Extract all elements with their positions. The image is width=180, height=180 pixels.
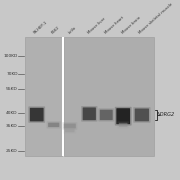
Text: 25KD: 25KD: [6, 149, 18, 153]
FancyBboxPatch shape: [116, 108, 130, 124]
FancyBboxPatch shape: [47, 121, 61, 129]
FancyBboxPatch shape: [115, 107, 132, 126]
Bar: [62, 37, 64, 156]
Text: LoVo: LoVo: [67, 26, 77, 35]
FancyBboxPatch shape: [135, 109, 149, 121]
FancyBboxPatch shape: [64, 127, 76, 134]
Text: 70KD: 70KD: [6, 72, 18, 76]
FancyBboxPatch shape: [81, 106, 97, 122]
Text: Mouse skeletal muscle: Mouse skeletal muscle: [138, 2, 174, 35]
Text: 55KD: 55KD: [6, 87, 18, 91]
FancyBboxPatch shape: [48, 123, 59, 127]
FancyBboxPatch shape: [133, 107, 150, 123]
FancyBboxPatch shape: [100, 110, 113, 120]
FancyBboxPatch shape: [30, 108, 44, 121]
Text: NDRG2: NDRG2: [157, 112, 175, 117]
Text: 35KD: 35KD: [6, 124, 18, 128]
Text: Mouse heart: Mouse heart: [104, 16, 125, 35]
Text: SK-HEP-1: SK-HEP-1: [33, 20, 49, 35]
FancyBboxPatch shape: [64, 123, 76, 128]
Text: 40KD: 40KD: [6, 111, 18, 115]
Text: 100KD: 100KD: [3, 54, 18, 58]
Text: Mouse liver: Mouse liver: [87, 17, 107, 35]
FancyBboxPatch shape: [62, 122, 77, 130]
FancyBboxPatch shape: [98, 108, 114, 122]
FancyBboxPatch shape: [117, 121, 129, 128]
FancyBboxPatch shape: [28, 106, 45, 123]
FancyBboxPatch shape: [119, 123, 128, 127]
Bar: [25, 37, 62, 156]
Text: K562: K562: [50, 25, 60, 35]
Text: Mouse brain: Mouse brain: [121, 16, 142, 35]
Bar: [64, 37, 154, 156]
FancyBboxPatch shape: [65, 129, 75, 132]
FancyBboxPatch shape: [83, 107, 96, 120]
